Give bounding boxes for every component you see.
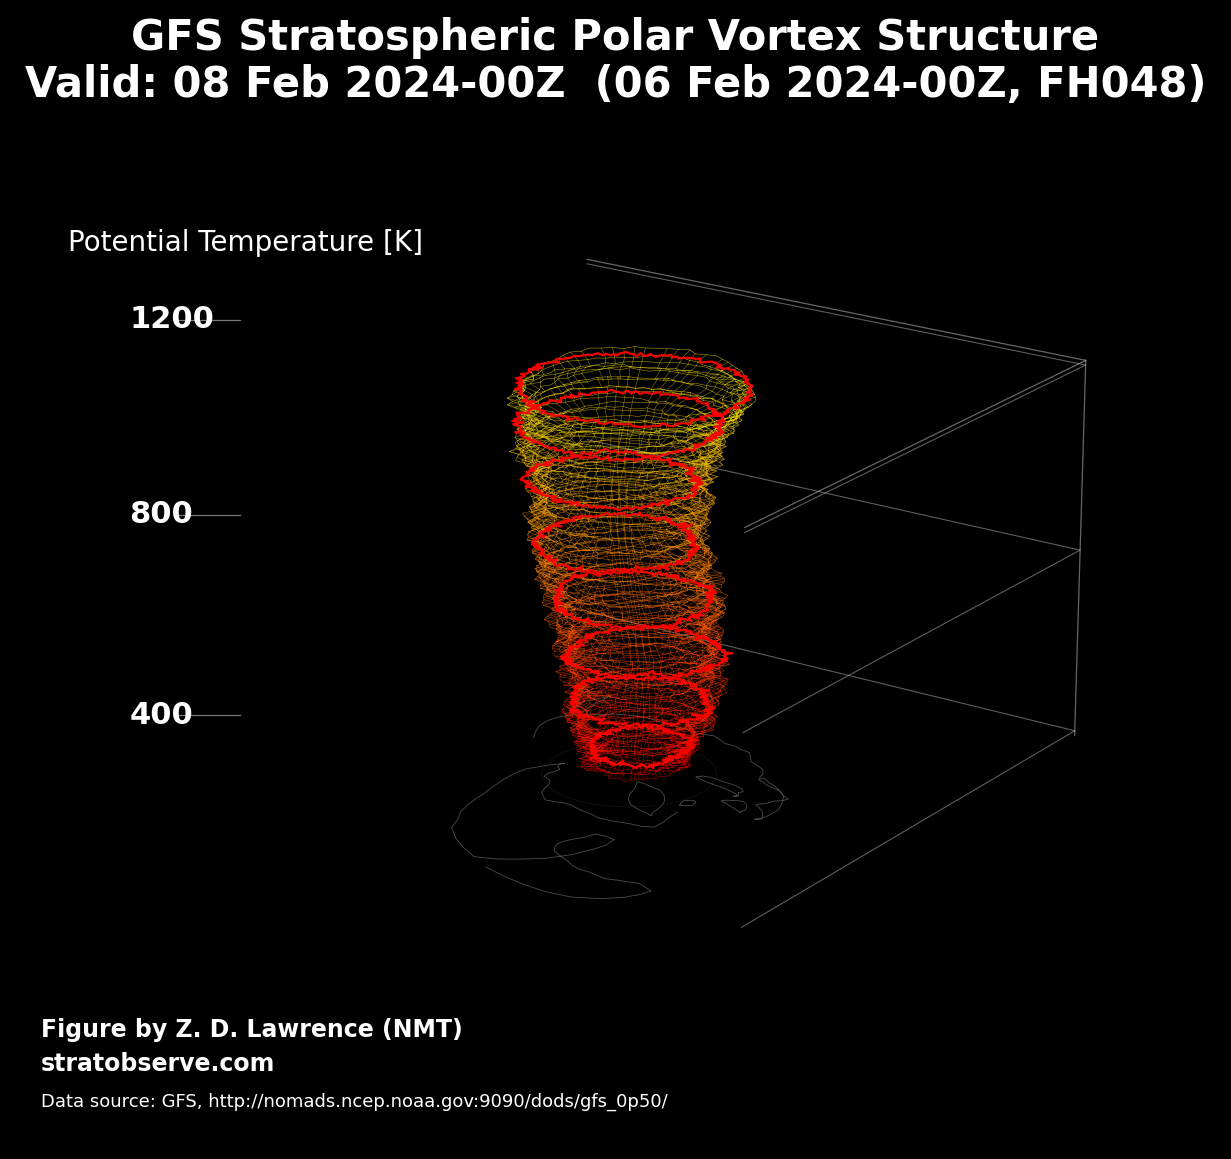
Text: 400: 400	[129, 700, 193, 730]
Text: Figure by Z. D. Lawrence (NMT): Figure by Z. D. Lawrence (NMT)	[41, 1018, 463, 1042]
Text: stratobserve.com: stratobserve.com	[41, 1052, 275, 1077]
Text: 1200: 1200	[129, 305, 214, 335]
Text: Valid: 08 Feb 2024-00Z  (06 Feb 2024-00Z, FH048): Valid: 08 Feb 2024-00Z (06 Feb 2024-00Z,…	[25, 64, 1206, 105]
Text: Potential Temperature [K]: Potential Temperature [K]	[68, 229, 422, 257]
Text: Data source: GFS, http://nomads.ncep.noaa.gov:9090/dods/gfs_0p50/: Data source: GFS, http://nomads.ncep.noa…	[41, 1093, 667, 1111]
Text: GFS Stratospheric Polar Vortex Structure: GFS Stratospheric Polar Vortex Structure	[132, 17, 1099, 59]
Text: 800: 800	[129, 500, 193, 530]
